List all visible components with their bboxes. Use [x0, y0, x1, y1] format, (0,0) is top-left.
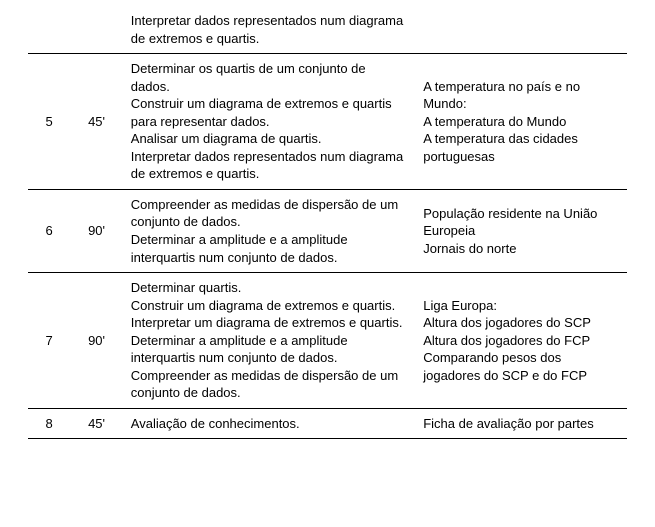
page: Interpretar dados representados num diag… — [0, 0, 655, 449]
cell-obj: Interpretar dados representados num diag… — [123, 6, 415, 54]
cell-dur: 45' — [70, 54, 122, 190]
cell-num: 5 — [28, 54, 70, 190]
cell-num: 6 — [28, 189, 70, 272]
cell-ctx: A temperatura no país e no Mundo:A tempe… — [415, 54, 627, 190]
lesson-plan-table: Interpretar dados representados num diag… — [28, 6, 627, 439]
cell-dur: 90' — [70, 189, 122, 272]
cell-ctx — [415, 6, 627, 54]
table-row: 5 45' Determinar os quartis de um conjun… — [28, 54, 627, 190]
table-row: 8 45' Avaliação de conhecimentos. Ficha … — [28, 408, 627, 439]
cell-num: 7 — [28, 273, 70, 409]
table-row: Interpretar dados representados num diag… — [28, 6, 627, 54]
cell-ctx: Liga Europa:Altura dos jogadores do SCPA… — [415, 273, 627, 409]
cell-dur: 45' — [70, 408, 122, 439]
cell-dur: 90' — [70, 273, 122, 409]
cell-dur — [70, 6, 122, 54]
table-row: 7 90' Determinar quartis.Construir um di… — [28, 273, 627, 409]
cell-ctx: População residente na União EuropeiaJor… — [415, 189, 627, 272]
cell-obj: Determinar os quartis de um conjunto de … — [123, 54, 415, 190]
cell-obj: Avaliação de conhecimentos. — [123, 408, 415, 439]
cell-obj: Compreender as medidas de dispersão de u… — [123, 189, 415, 272]
cell-num — [28, 6, 70, 54]
cell-ctx: Ficha de avaliação por partes — [415, 408, 627, 439]
cell-obj: Determinar quartis.Construir um diagrama… — [123, 273, 415, 409]
table-row: 6 90' Compreender as medidas de dispersã… — [28, 189, 627, 272]
cell-num: 8 — [28, 408, 70, 439]
